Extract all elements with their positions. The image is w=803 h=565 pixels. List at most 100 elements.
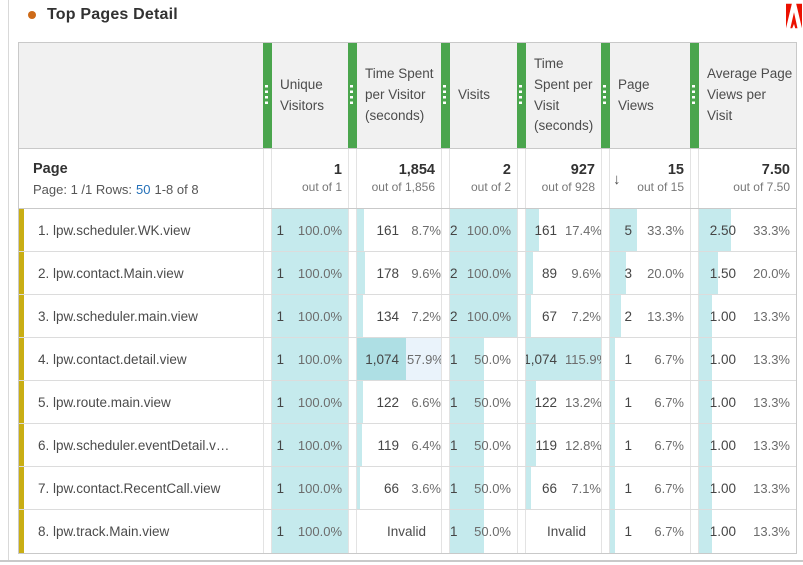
adobe-logo-icon — [786, 3, 802, 29]
page-name-cell[interactable]: 4. lpw.contact.detail.view — [19, 338, 263, 380]
percentage-bar — [699, 295, 712, 337]
metric-value: 66 — [383, 480, 399, 496]
percentage-bar — [450, 252, 517, 294]
table-row: 6. lpw.scheduler.eventDetail.v… 1 100.0% 11… — [19, 424, 796, 467]
column-header-avg[interactable]: Average Page Views per Visit — [707, 66, 793, 123]
page-name-cell[interactable]: 3. lpw.scheduler.main.view — [19, 295, 263, 337]
metric-value: 134 — [376, 308, 399, 324]
column-gutter — [441, 424, 450, 466]
percentage-bar — [610, 252, 626, 294]
percentage-bar — [357, 338, 406, 380]
metric-value: 122 — [376, 394, 399, 410]
metric-cell: 1 100.0% — [272, 381, 348, 423]
row-marker — [19, 381, 24, 423]
metric-cell: 2 100.0% — [450, 209, 517, 251]
column-header-tspvisit[interactable]: Time Spent per Visit (seconds) — [534, 55, 594, 134]
metric-value: 119 — [377, 437, 399, 453]
metric-cell: 1 6.7% — [610, 424, 690, 466]
metric-cell: 67 7.2% — [526, 295, 601, 337]
metric-value: 1 — [276, 480, 284, 496]
percentage-bar — [272, 295, 348, 337]
column-header-tspvisitor[interactable]: Time Spent per Visitor (seconds) — [365, 66, 434, 123]
column-gutter — [601, 381, 610, 423]
page-name-cell[interactable]: 5. lpw.route.main.view — [19, 381, 263, 423]
page-name-cell[interactable]: 1. lpw.scheduler.WK.view — [19, 209, 263, 251]
column-gutter — [517, 424, 526, 466]
panel-left-border — [8, 0, 9, 560]
metric-value: 1 — [624, 524, 632, 539]
metric-value: 2 — [450, 222, 458, 238]
metric-percent: 33.3% — [647, 222, 684, 238]
metric-percent: 7.2% — [571, 308, 601, 324]
percentage-bar — [272, 510, 348, 553]
column-header-visits[interactable]: Visits — [458, 87, 491, 103]
metric-percent: 50.0% — [474, 524, 511, 539]
column-resize-handle[interactable] — [690, 43, 699, 148]
metric-percent: 6.6% — [411, 394, 441, 410]
column-resize-handle[interactable] — [441, 43, 450, 148]
column-gutter — [441, 149, 450, 208]
column-gutter — [263, 467, 272, 509]
total-cell-tspvisitor: 1,854 out of 1,856 — [357, 149, 441, 208]
column-gutter — [348, 295, 357, 337]
metric-cell: 1.00 13.3% — [699, 381, 796, 423]
page-name-cell[interactable]: 7. lpw.contact.RecentCall.view — [19, 467, 263, 509]
percentage-bar — [526, 467, 532, 509]
metric-cell: 2.50 33.3% — [699, 209, 796, 251]
metric-cell: 1.00 13.3% — [699, 467, 796, 509]
column-resize-handle[interactable] — [348, 43, 357, 148]
invalid-value: Invalid — [386, 524, 426, 539]
metric-value: 178 — [376, 265, 399, 281]
metric-percent: 33.3% — [753, 222, 790, 238]
metric-value: 1.00 — [709, 437, 736, 453]
percentage-bar — [450, 209, 517, 251]
column-gutter — [690, 510, 699, 553]
metric-value: 1.00 — [709, 480, 736, 496]
column-gutter — [348, 209, 357, 251]
metric-value: 1 — [276, 308, 284, 324]
column-resize-handle[interactable] — [263, 43, 272, 148]
rows-per-page-link[interactable]: 50 — [136, 181, 151, 197]
total-out-of: out of 1,856 — [371, 180, 435, 195]
metric-cell: 1,074 115.9% — [526, 338, 601, 380]
column-resize-handle[interactable] — [517, 43, 526, 148]
percentage-bar — [699, 381, 712, 423]
metric-cell: 134 7.2% — [357, 295, 441, 337]
percentage-bar — [526, 338, 601, 380]
page-name: 2. lpw.contact.Main.view — [38, 265, 184, 281]
page-name-cell[interactable]: 2. lpw.contact.Main.view — [19, 252, 263, 294]
metric-value: 66 — [541, 480, 557, 496]
metric-percent: 100.0% — [297, 265, 342, 281]
column-header-uv[interactable]: Unique Visitors — [280, 76, 325, 113]
metric-percent: 100.0% — [297, 524, 342, 539]
column-gutter — [517, 338, 526, 380]
column-gutter — [441, 295, 450, 337]
metric-percent: 100.0% — [466, 265, 511, 281]
percentage-bar — [610, 381, 616, 423]
page-name-cell[interactable]: 8. lpw.track.Main.view — [19, 510, 263, 553]
table-row: 1. lpw.scheduler.WK.view 1 100.0% 161 8.7% 2 1… — [19, 209, 796, 252]
percentage-bar — [450, 424, 484, 466]
metric-percent: 50.0% — [474, 480, 511, 496]
column-resize-handle[interactable] — [601, 43, 610, 148]
column-header-pv[interactable]: Page Views — [618, 76, 654, 113]
percentage-bar — [610, 467, 616, 509]
metric-cell: 1 6.7% — [610, 381, 690, 423]
metric-percent: 100.0% — [466, 222, 511, 238]
metric-cell: 1 100.0% — [272, 467, 348, 509]
metric-cell: 122 13.2% — [526, 381, 601, 423]
percentage-bar — [610, 338, 616, 380]
metric-percent: 50.0% — [474, 351, 511, 367]
totals-row: Page Page: 1 /1 Rows: 50 1-8 of 8 1 out of … — [19, 149, 796, 209]
column-gutter — [690, 209, 699, 251]
page-name-cell[interactable]: 6. lpw.scheduler.eventDetail.v… — [19, 424, 263, 466]
metric-percent: 17.4% — [565, 222, 601, 238]
metric-cell: 1 100.0% — [272, 424, 348, 466]
percentage-bar — [699, 467, 712, 509]
metric-percent: 8.7% — [411, 222, 441, 238]
row-marker — [19, 338, 24, 380]
metric-percent: 100.0% — [297, 308, 342, 324]
metric-value: 1.50 — [709, 265, 736, 281]
metric-percent: 9.6% — [571, 265, 601, 281]
metric-value: 119 — [535, 437, 557, 453]
